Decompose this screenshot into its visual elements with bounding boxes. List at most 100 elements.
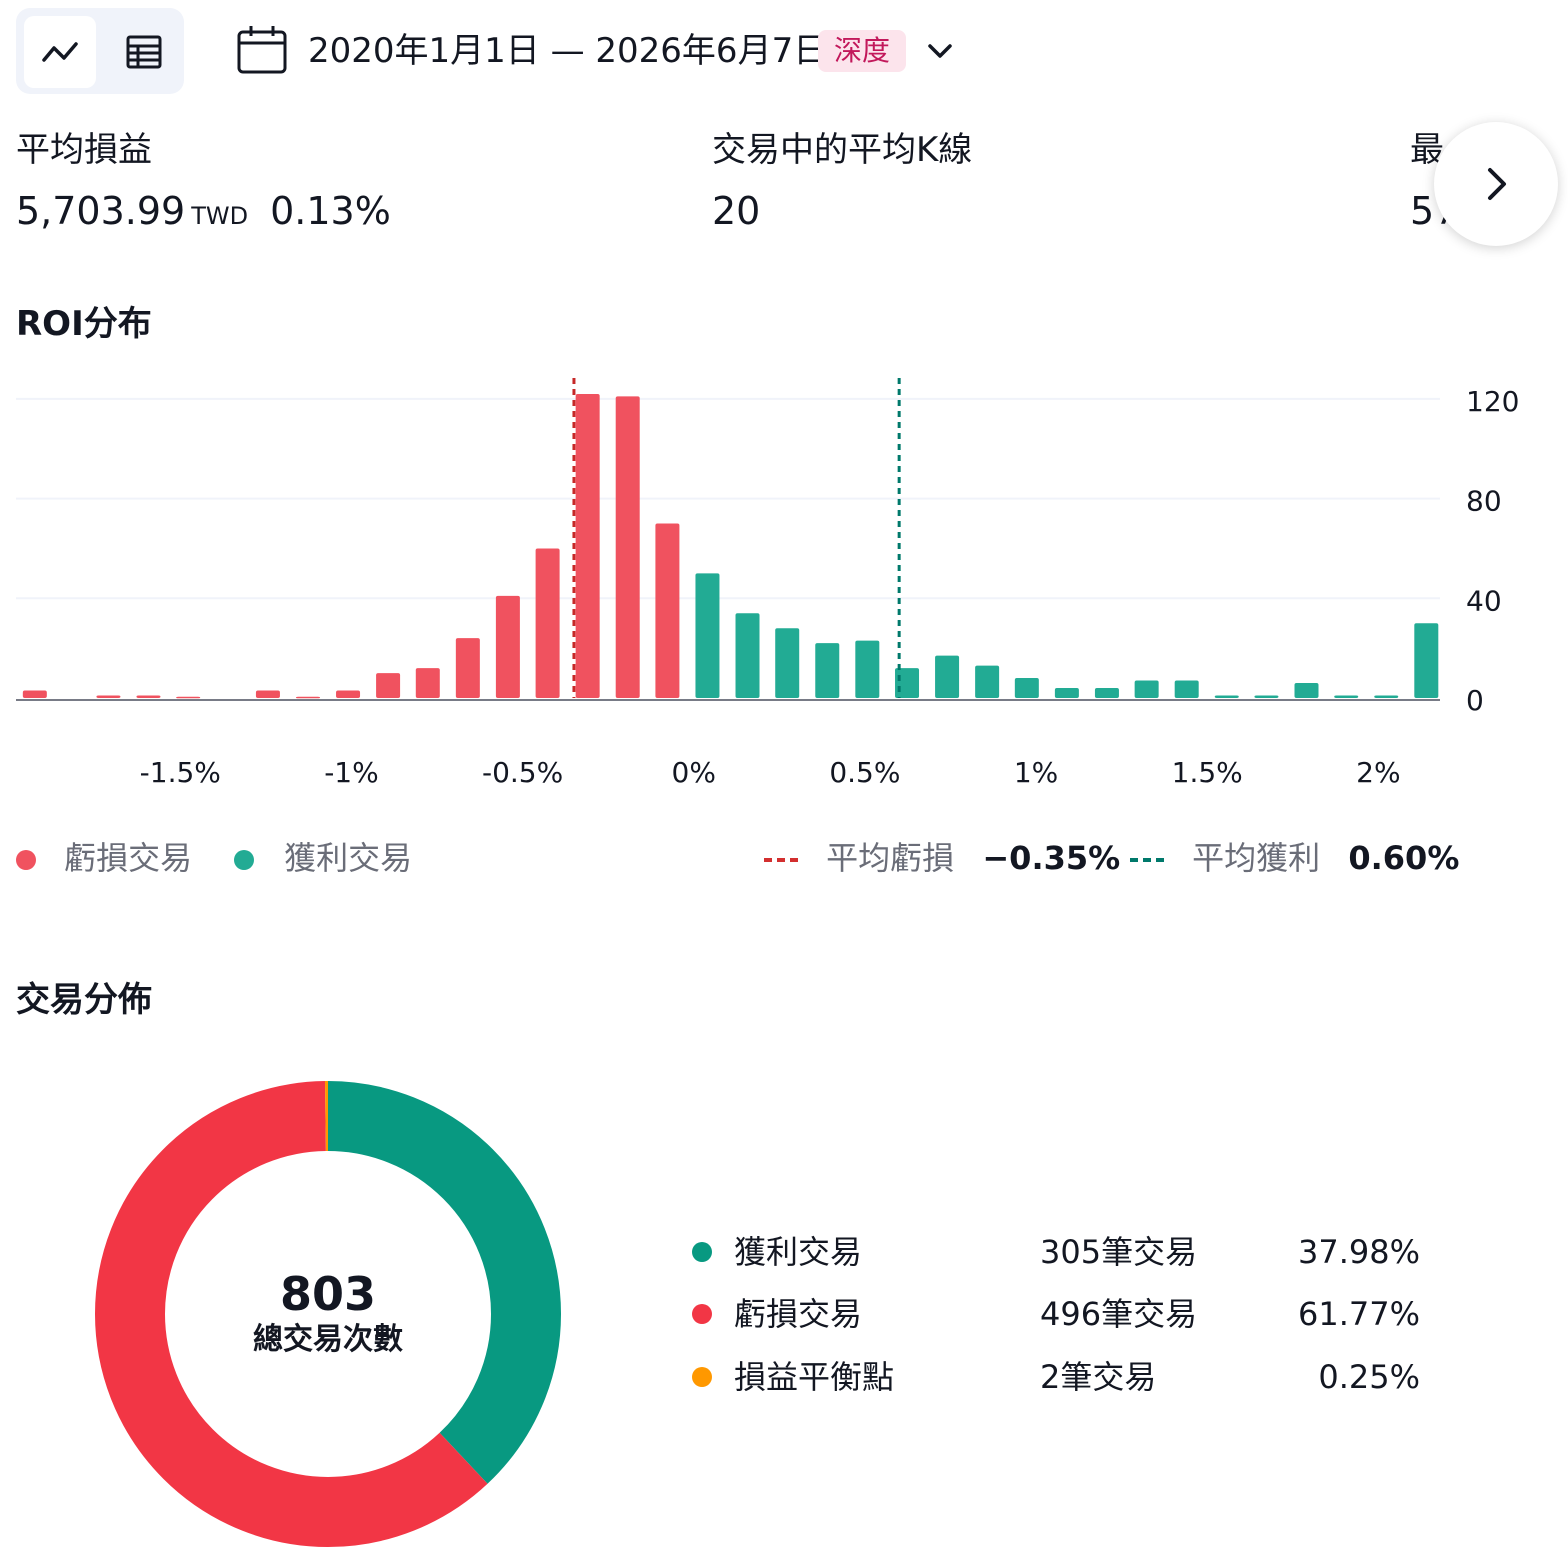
loss-dot-icon — [16, 850, 36, 870]
histogram-bar[interactable] — [615, 396, 640, 698]
histogram-bar[interactable] — [815, 643, 840, 698]
dist-row-name: 虧損交易 — [734, 1295, 863, 1333]
legend-loss: 虧損交易 — [16, 838, 192, 878]
histogram-bar[interactable] — [176, 696, 201, 699]
chevron-down-icon[interactable] — [922, 34, 958, 70]
legend-profit: 獲利交易 — [234, 838, 412, 878]
legend-avg-loss-label: 平均虧損 — [826, 839, 955, 877]
histogram-bar[interactable] — [22, 690, 47, 698]
histogram-bar[interactable] — [535, 548, 560, 698]
histogram-bar[interactable] — [695, 573, 720, 698]
next-stats-button[interactable] — [1434, 122, 1558, 246]
histogram-bar[interactable] — [1174, 680, 1199, 698]
histogram-bar[interactable] — [575, 393, 600, 698]
x-tick-label: 0.5% — [829, 756, 900, 789]
dist-row-name: 獲利交易 — [734, 1233, 863, 1271]
histogram-bar[interactable] — [855, 640, 880, 698]
histogram-bar[interactable] — [1094, 688, 1119, 698]
x-tick-label: -1% — [324, 756, 379, 789]
histogram-bar[interactable] — [1254, 695, 1279, 698]
legend-avg-profit: 平均獲利 0.60% — [1130, 838, 1459, 878]
donut-slice-loss[interactable] — [95, 1081, 561, 1547]
histogram-bar[interactable] — [775, 628, 800, 698]
loss-dot-icon — [692, 1304, 712, 1324]
chevron-right-icon — [1488, 168, 1506, 200]
trades-section-title: 交易分佈 — [16, 980, 152, 1020]
dist-row-profit: 獲利交易 305筆交易 37.98% — [690, 1227, 1430, 1277]
dist-row-breakeven: 損益平衡點 2筆交易 0.25% — [690, 1352, 1430, 1402]
histogram-bar[interactable] — [495, 595, 520, 698]
y-tick-label: 40 — [1466, 584, 1502, 617]
dist-row-count: 305筆交易 — [1040, 1233, 1198, 1271]
histogram-bar[interactable] — [336, 690, 361, 698]
donut-slice-breakeven[interactable] — [95, 1081, 561, 1547]
total-trades-value: 803 — [279, 1267, 377, 1321]
legend-avg-loss-value: −0.35% — [982, 839, 1121, 877]
histogram-bar[interactable] — [295, 696, 320, 699]
dist-row-loss: 虧損交易 496筆交易 61.77% — [690, 1289, 1430, 1339]
histogram-bar[interactable] — [735, 613, 760, 698]
stat-value-avg-pnl: 5,703.99 TWD 0.13% — [16, 188, 391, 239]
x-tick-label: 1.5% — [1172, 756, 1243, 789]
histogram-bar[interactable] — [1214, 695, 1239, 698]
y-tick-label: 0 — [1466, 684, 1484, 717]
dashed-line-red-icon — [764, 858, 800, 862]
avg-pnl-amount: 5,703.99 — [16, 189, 186, 233]
dist-row-pct: 61.77% — [1297, 1295, 1420, 1333]
profit-dot-icon — [234, 850, 254, 870]
histogram-bar[interactable] — [1294, 683, 1319, 698]
date-range[interactable]: 2020年1月1日 — 2026年6月7日 — [308, 31, 828, 71]
dist-row-pct: 0.25% — [1318, 1358, 1420, 1396]
table-view-button[interactable] — [108, 16, 180, 88]
roi-section-title: ROI分布 — [16, 304, 152, 344]
histogram-bar[interactable] — [1414, 623, 1439, 698]
histogram-bar[interactable] — [415, 668, 440, 698]
dist-row-name: 損益平衡點 — [734, 1358, 895, 1396]
line-chart-icon — [42, 42, 78, 62]
histogram-bar[interactable] — [255, 690, 280, 698]
histogram-bar[interactable] — [975, 665, 1000, 698]
histogram-bar[interactable] — [455, 638, 480, 698]
y-tick-label: 120 — [1466, 385, 1519, 418]
chart-view-button[interactable] — [24, 16, 96, 88]
histogram-bar[interactable] — [1014, 678, 1039, 698]
profit-dot-icon — [692, 1242, 712, 1262]
histogram-bar[interactable] — [1054, 688, 1079, 698]
legend-loss-label: 虧損交易 — [64, 839, 193, 877]
histogram-bar[interactable] — [136, 695, 161, 698]
x-tick-label: 1% — [1014, 756, 1058, 789]
donut-center: 803 總交易次數 — [95, 1268, 561, 1360]
histogram-bar[interactable] — [895, 668, 920, 698]
view-toggle — [16, 8, 184, 94]
x-tick-label: 2% — [1356, 756, 1400, 789]
histogram-bar[interactable] — [96, 695, 121, 698]
histogram-bar[interactable] — [935, 655, 960, 698]
x-tick-label: -1.5% — [140, 756, 221, 789]
avg-pnl-percent: 0.13% — [270, 189, 391, 233]
depth-badge: 深度 — [818, 30, 907, 72]
calendar-icon[interactable] — [236, 24, 288, 76]
legend-profit-label: 獲利交易 — [284, 839, 413, 877]
histogram-bar[interactable] — [1134, 680, 1159, 698]
stat-value-avg-bars: 20 — [712, 189, 761, 233]
dist-row-count: 496筆交易 — [1040, 1295, 1198, 1333]
histogram-bar[interactable] — [1374, 695, 1399, 698]
legend-avg-loss: 平均虧損 −0.35% — [764, 838, 1120, 878]
stat-label-avg-pnl: 平均損益 — [16, 130, 152, 170]
x-tick-label: -0.5% — [482, 756, 563, 789]
histogram-bar[interactable] — [1334, 695, 1359, 698]
y-tick-label: 80 — [1466, 485, 1502, 518]
table-icon — [126, 35, 162, 69]
legend-avg-profit-value: 0.60% — [1348, 839, 1460, 877]
trades-donut-chart — [95, 1081, 561, 1547]
roi-histogram-chart: 0 40 80 120 -1.5% -1% -0.5% 0% 0.5% 1% 1.5% 2% — [16, 378, 1519, 789]
histogram-bar[interactable] — [655, 523, 680, 698]
dist-row-count: 2筆交易 — [1040, 1358, 1157, 1396]
histogram-bar[interactable] — [376, 673, 401, 698]
avg-pnl-currency: TWD — [191, 202, 249, 230]
stat-label-avg-bars: 交易中的平均K線 — [712, 130, 973, 170]
x-tick-label: 0% — [672, 756, 716, 789]
legend-avg-profit-label: 平均獲利 — [1192, 839, 1321, 877]
dashed-line-green-icon — [1130, 858, 1166, 862]
dist-row-pct: 37.98% — [1297, 1233, 1420, 1271]
